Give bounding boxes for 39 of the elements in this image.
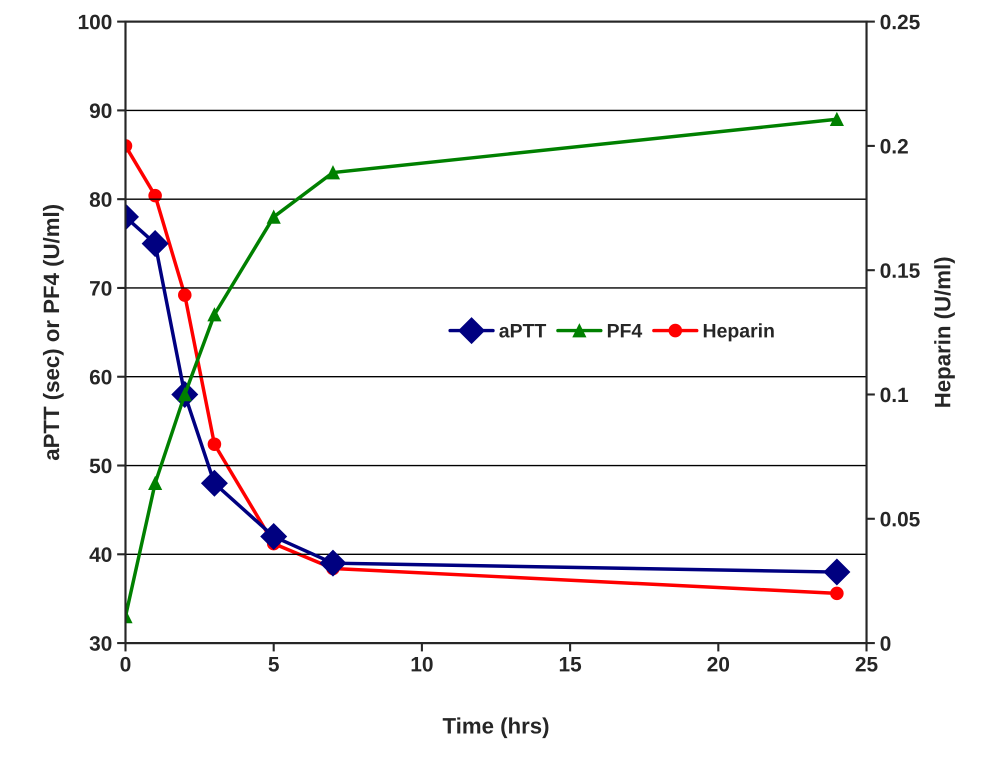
x-axis-title: Time (hrs) <box>442 717 548 738</box>
point <box>178 288 192 302</box>
x-tick-label: 20 <box>707 656 730 672</box>
point <box>266 210 280 224</box>
point <box>824 558 850 586</box>
y-axis-title: aPTT (sec) or PF4 (U/ml) <box>42 205 64 460</box>
x-tick-label: 15 <box>560 657 582 672</box>
point <box>148 476 162 490</box>
point <box>260 523 287 550</box>
y-tick-label: 50 <box>90 458 112 474</box>
x-tick-label: 0 <box>120 656 130 672</box>
point <box>830 112 844 126</box>
y-tick-label: 70 <box>90 280 112 296</box>
y-tick-label: 60 <box>90 370 112 384</box>
point <box>830 586 844 600</box>
y-tick-label: 100 <box>78 14 112 30</box>
y-tick-label: 90 <box>90 103 112 118</box>
legend-label: aPTT <box>499 324 546 338</box>
y2-tick-label: 0.25 <box>880 14 920 30</box>
point <box>208 308 222 322</box>
y2-tick-label: 0.1 <box>880 387 908 402</box>
y-tick-label: 30 <box>90 636 112 651</box>
point <box>208 437 222 451</box>
y2-tick-label: 0.05 <box>880 512 920 527</box>
point <box>142 230 168 257</box>
y2-tick-label: 0.2 <box>880 138 908 154</box>
x-tick-label: 25 <box>856 656 878 672</box>
y-tick-label: 40 <box>89 547 112 562</box>
y2-tick-label: 0.15 <box>880 263 920 278</box>
y2-axis-title: Heparin (U/ml) <box>934 258 955 407</box>
x-tick-label: 5 <box>268 657 279 672</box>
legend-label: Heparin <box>704 323 774 342</box>
point <box>201 470 228 497</box>
legend-label: PF4 <box>608 324 642 338</box>
y2-tick-label: 0 <box>880 636 890 651</box>
x-tick-label: 10 <box>412 656 433 672</box>
point <box>320 550 346 576</box>
point <box>326 166 340 180</box>
y-tick-label: 80 <box>90 192 112 207</box>
